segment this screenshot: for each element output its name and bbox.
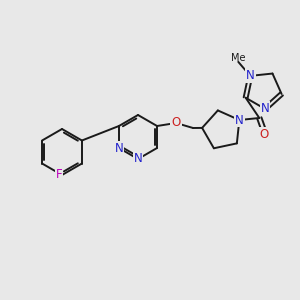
Text: N: N — [246, 69, 255, 82]
Text: O: O — [260, 128, 269, 140]
Text: Me: Me — [231, 53, 245, 63]
Text: F: F — [56, 167, 62, 181]
Text: N: N — [261, 102, 269, 116]
Text: O: O — [171, 116, 181, 130]
Text: N: N — [115, 142, 123, 154]
Text: N: N — [235, 113, 244, 127]
Text: N: N — [134, 152, 142, 166]
